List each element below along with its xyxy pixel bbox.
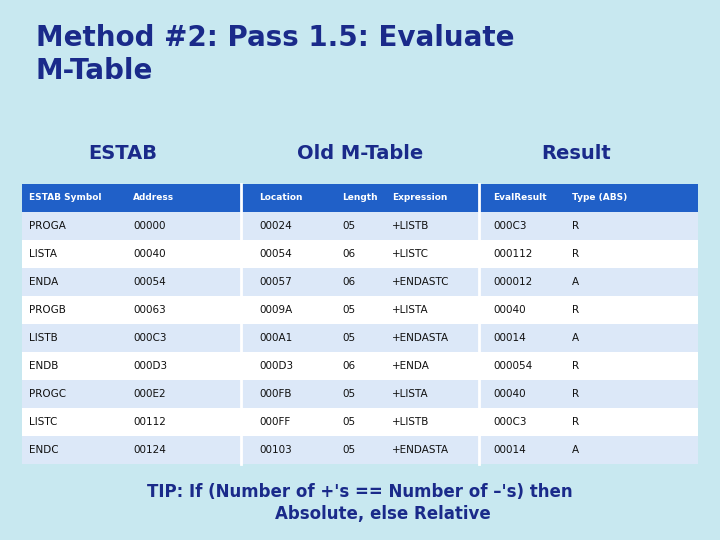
Text: ESTAB Symbol: ESTAB Symbol xyxy=(29,193,102,202)
Text: +LISTA: +LISTA xyxy=(392,305,429,315)
Text: 000D3: 000D3 xyxy=(259,361,293,371)
Text: +ENDASTC: +ENDASTC xyxy=(392,277,450,287)
Bar xyxy=(22,268,698,296)
Text: ENDB: ENDB xyxy=(29,361,58,371)
Text: PROGA: PROGA xyxy=(29,221,66,231)
Text: ENDC: ENDC xyxy=(29,446,58,455)
Text: 000FB: 000FB xyxy=(259,389,292,399)
Text: 000E2: 000E2 xyxy=(133,389,166,399)
Text: 000C3: 000C3 xyxy=(493,221,527,231)
Bar xyxy=(22,240,698,268)
Text: 000A1: 000A1 xyxy=(259,333,292,343)
Text: LISTC: LISTC xyxy=(29,417,57,427)
Text: 00124: 00124 xyxy=(133,446,166,455)
Text: 06: 06 xyxy=(342,361,355,371)
Text: 00057: 00057 xyxy=(259,277,292,287)
Text: EvalResult: EvalResult xyxy=(493,193,546,202)
Text: R: R xyxy=(572,389,580,399)
Text: TIP: If (Number of +'s == Number of –'s) then
        Absolute, else Relative: TIP: If (Number of +'s == Number of –'s)… xyxy=(147,483,573,523)
Bar xyxy=(22,380,698,408)
Text: Method #2: Pass 1.5: Evaluate
M-Table: Method #2: Pass 1.5: Evaluate M-Table xyxy=(36,24,515,85)
Bar xyxy=(22,184,698,212)
Text: R: R xyxy=(572,249,580,259)
Text: +ENDASTA: +ENDASTA xyxy=(392,333,449,343)
Text: Location: Location xyxy=(259,193,302,202)
Text: A: A xyxy=(572,446,580,455)
Text: 05: 05 xyxy=(342,221,355,231)
Text: 000012: 000012 xyxy=(493,277,533,287)
Text: 05: 05 xyxy=(342,389,355,399)
Text: Length: Length xyxy=(342,193,377,202)
Text: 06: 06 xyxy=(342,277,355,287)
Text: LISTB: LISTB xyxy=(29,333,58,343)
Text: 05: 05 xyxy=(342,446,355,455)
Text: LISTA: LISTA xyxy=(29,249,57,259)
Text: +ENDA: +ENDA xyxy=(392,361,431,371)
Text: 000D3: 000D3 xyxy=(133,361,167,371)
Text: 0009A: 0009A xyxy=(259,305,292,315)
Text: 00014: 00014 xyxy=(493,446,526,455)
Text: Old M-Table: Old M-Table xyxy=(297,144,423,164)
Text: 000C3: 000C3 xyxy=(133,333,167,343)
Text: PROGB: PROGB xyxy=(29,305,66,315)
Text: +LISTC: +LISTC xyxy=(392,249,429,259)
Text: Result: Result xyxy=(541,144,611,164)
Bar xyxy=(22,408,698,436)
Text: 00103: 00103 xyxy=(259,446,292,455)
Text: 05: 05 xyxy=(342,417,355,427)
Text: Type (ABS): Type (ABS) xyxy=(572,193,628,202)
Bar xyxy=(22,296,698,324)
Text: 000C3: 000C3 xyxy=(493,417,527,427)
Text: 000FF: 000FF xyxy=(259,417,290,427)
Text: 00040: 00040 xyxy=(493,305,526,315)
Text: 05: 05 xyxy=(342,333,355,343)
Text: R: R xyxy=(572,361,580,371)
Text: 000054: 000054 xyxy=(493,361,533,371)
Text: 00040: 00040 xyxy=(133,249,166,259)
Text: 00014: 00014 xyxy=(493,333,526,343)
Text: 00040: 00040 xyxy=(493,389,526,399)
Text: A: A xyxy=(572,333,580,343)
Bar xyxy=(22,352,698,380)
Text: +LISTB: +LISTB xyxy=(392,417,430,427)
Text: 00054: 00054 xyxy=(133,277,166,287)
Text: R: R xyxy=(572,417,580,427)
Text: 000112: 000112 xyxy=(493,249,533,259)
Text: 00024: 00024 xyxy=(259,221,292,231)
Text: +LISTA: +LISTA xyxy=(392,389,429,399)
Text: Expression: Expression xyxy=(392,193,448,202)
Text: +LISTB: +LISTB xyxy=(392,221,430,231)
Text: 00000: 00000 xyxy=(133,221,166,231)
Text: R: R xyxy=(572,221,580,231)
Text: +ENDASTA: +ENDASTA xyxy=(392,446,449,455)
Text: Address: Address xyxy=(133,193,174,202)
Text: R: R xyxy=(572,305,580,315)
Text: 00054: 00054 xyxy=(259,249,292,259)
Text: 06: 06 xyxy=(342,249,355,259)
Text: A: A xyxy=(572,277,580,287)
Text: PROGC: PROGC xyxy=(29,389,66,399)
Text: ESTAB: ESTAB xyxy=(88,144,157,164)
Text: 00063: 00063 xyxy=(133,305,166,315)
Bar xyxy=(22,324,698,352)
Text: 05: 05 xyxy=(342,305,355,315)
Bar xyxy=(22,436,698,464)
Bar xyxy=(22,212,698,240)
Text: ENDA: ENDA xyxy=(29,277,58,287)
Text: 00112: 00112 xyxy=(133,417,166,427)
